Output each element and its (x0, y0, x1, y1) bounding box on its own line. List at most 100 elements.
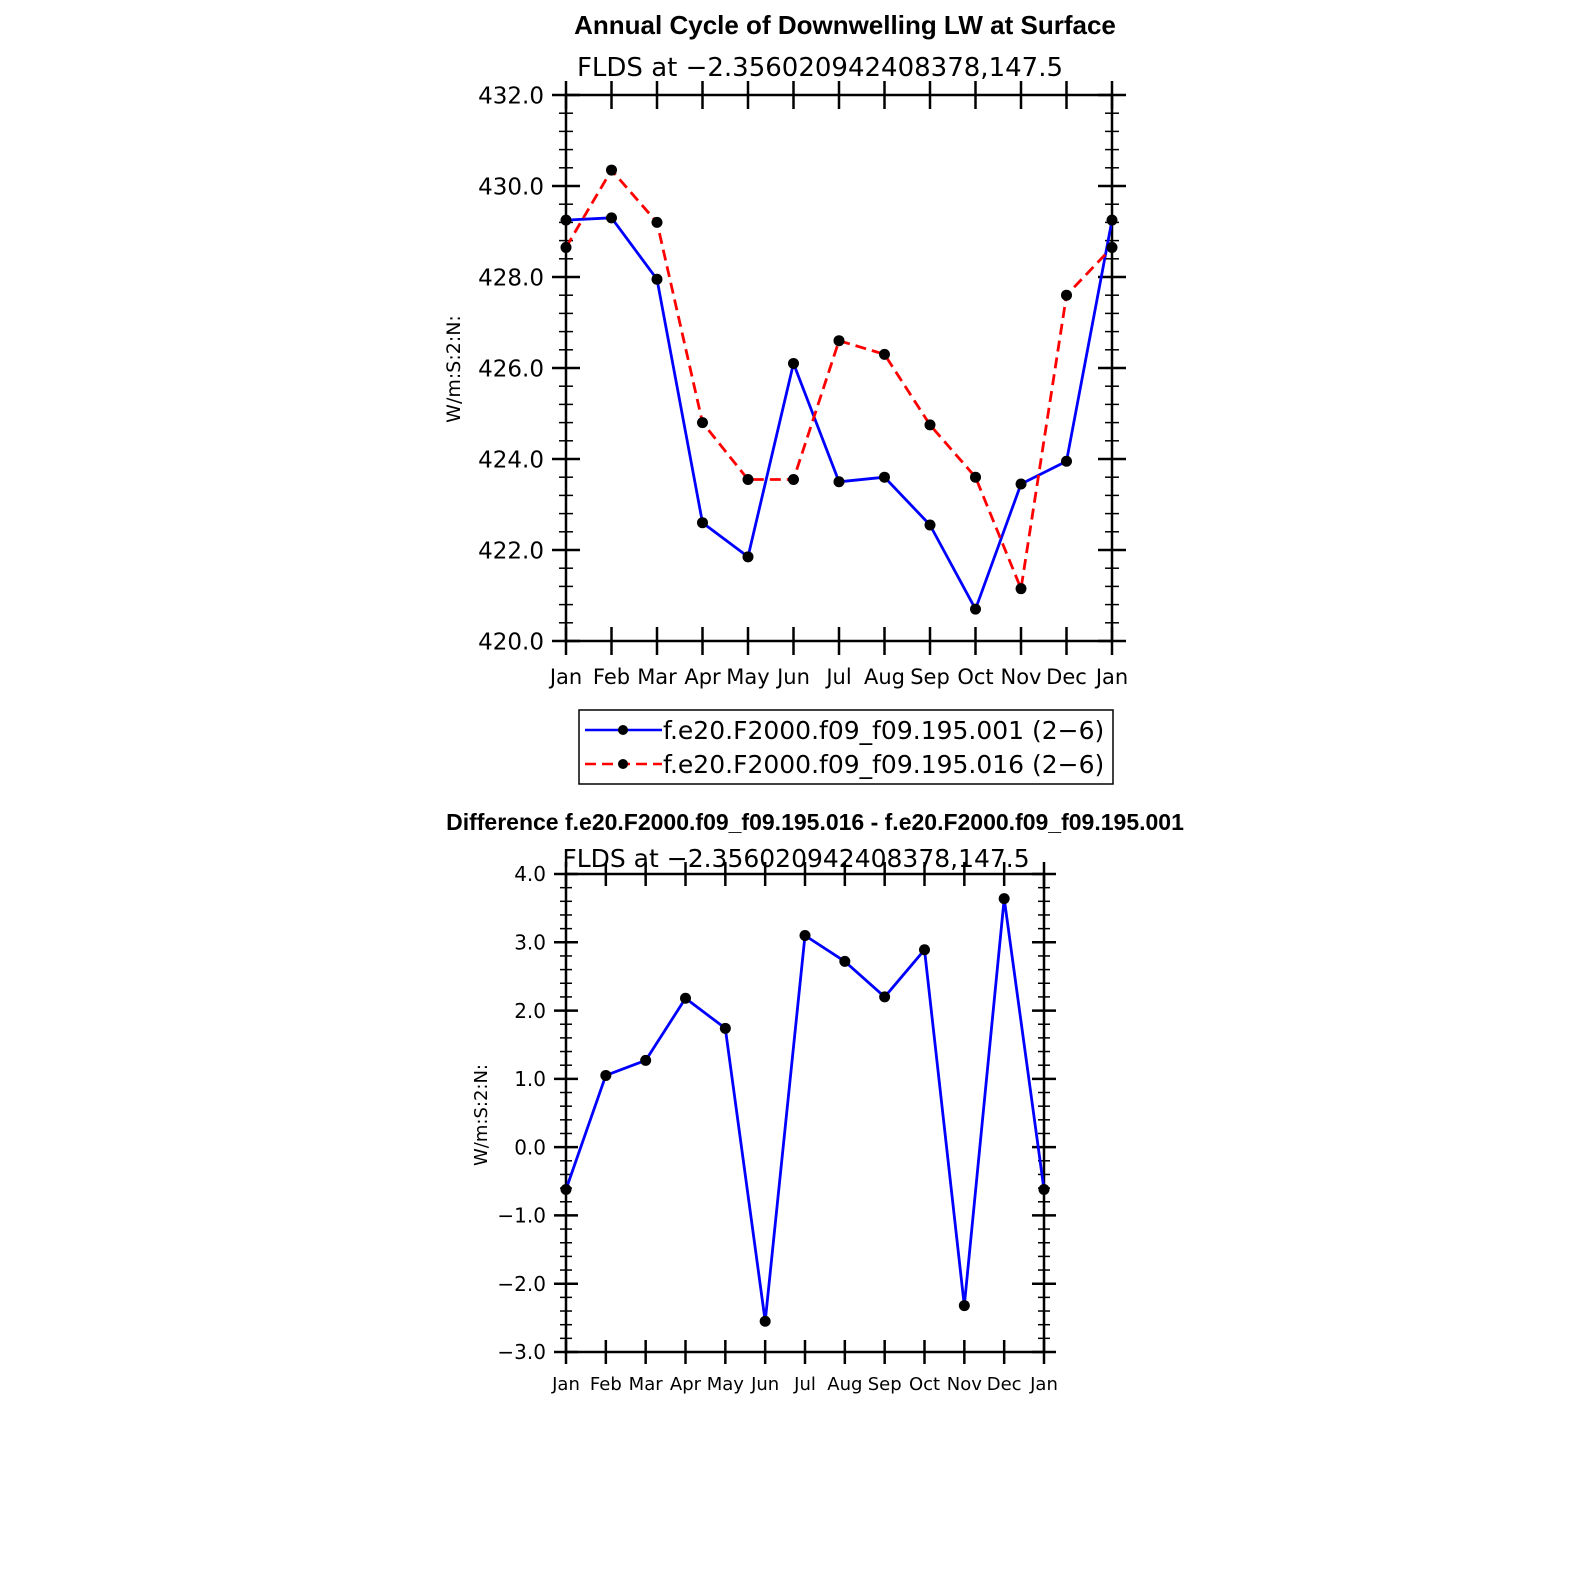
data-point-0 (1038, 1183, 1050, 1195)
y-axis-label: W/m:S:2:N: (471, 1064, 492, 1166)
data-point-0 (651, 273, 663, 285)
data-point-0 (560, 1183, 572, 1195)
x-tick-label: Mar (629, 1374, 664, 1395)
data-point-0 (697, 517, 708, 529)
data-point-0 (1106, 214, 1118, 226)
x-tick-label: Nov (947, 1374, 982, 1395)
data-point-1 (560, 241, 572, 253)
y-tick-label: 430.0 (478, 174, 544, 200)
x-tick-label: Sep (868, 1374, 902, 1395)
y-tick-label: 2.0 (514, 999, 546, 1023)
x-tick-label: Sep (910, 665, 950, 689)
data-point-0 (788, 357, 799, 369)
data-point-1 (970, 471, 981, 483)
series-line-1 (564, 168, 1114, 591)
y-tick-label: −1.0 (497, 1204, 546, 1228)
data-point-0 (924, 519, 936, 531)
data-point-0 (919, 944, 930, 956)
x-tick-label: Aug (864, 665, 905, 689)
x-tick-label: Apr (684, 665, 721, 689)
data-point-0 (799, 929, 811, 941)
annual-cycle-chart: Annual Cycle of Downwelling LW at Surfac… (443, 10, 1128, 785)
x-tick-label: Jun (775, 665, 810, 689)
data-point-0 (560, 214, 572, 226)
data-point-1 (606, 164, 617, 176)
difference-chart: Difference f.e20.F2000.f09_f09.195.016 -… (446, 809, 1184, 1395)
legend-marker-016 (618, 759, 628, 769)
data-point-0 (970, 603, 981, 615)
data-point-0 (680, 992, 691, 1004)
data-point-1 (924, 419, 936, 431)
data-point-0 (600, 1069, 612, 1081)
data-point-1 (833, 335, 845, 347)
x-tick-label: Dec (987, 1374, 1022, 1395)
x-tick-label: Apr (670, 1374, 702, 1395)
x-tick-label: Jun (750, 1374, 779, 1395)
y-axis-label: W/m:S:2:N: (443, 315, 465, 423)
data-point-1 (1061, 289, 1072, 301)
y-tick-label: 3.0 (514, 930, 546, 954)
y-tick-label: 4.0 (514, 862, 546, 886)
plot-frame (564, 93, 1114, 643)
data-point-0 (606, 212, 617, 224)
legend-box (578, 709, 1114, 785)
data-point-1 (742, 473, 754, 485)
x-tick-label: Jul (793, 1374, 816, 1395)
data-point-0 (640, 1054, 652, 1066)
y-tick-label: 420.0 (478, 629, 544, 655)
data-point-0 (742, 551, 754, 563)
y-tick-label: 426.0 (478, 356, 544, 382)
data-point-1 (879, 348, 890, 360)
data-point-0 (958, 1300, 970, 1312)
x-tick-label: Jan (1094, 665, 1128, 689)
y-tick-label: 422.0 (478, 538, 544, 564)
x-tick-label: Feb (590, 1374, 622, 1395)
y-tick-label: −3.0 (497, 1340, 546, 1364)
x-tick-label: Jul (824, 665, 851, 689)
y-tick-label: −2.0 (497, 1272, 546, 1296)
x-tick-label: Mar (637, 665, 677, 689)
data-point-0 (1061, 455, 1072, 467)
data-point-1 (651, 216, 663, 228)
data-point-0 (833, 476, 845, 488)
chart-subtitle: FLDS at −2.356020942408378,147.5 (562, 844, 1029, 873)
y-tick-label: 0.0 (514, 1135, 546, 1159)
x-tick-label: Jan (1029, 1374, 1058, 1395)
x-tick-label: Dec (1046, 665, 1087, 689)
legend-entry-016: f.e20.F2000.f09_f09.195.016 (2−6) (585, 750, 1104, 779)
x-tick-label: Nov (1001, 665, 1042, 689)
x-tick-label: Feb (593, 665, 630, 689)
y-tick-label: 424.0 (478, 447, 544, 473)
y-tick-label: 432.0 (478, 83, 544, 109)
chart-title: Annual Cycle of Downwelling LW at Surfac… (574, 10, 1116, 40)
data-point-1 (788, 473, 799, 485)
x-tick-label: Aug (827, 1374, 862, 1395)
data-point-0 (1015, 478, 1027, 490)
data-point-1 (697, 417, 708, 429)
chart-title: Difference f.e20.F2000.f09_f09.195.016 -… (446, 809, 1184, 835)
x-tick-label: May (707, 1374, 745, 1395)
legend-entry-001: f.e20.F2000.f09_f09.195.001 (2−6) (585, 716, 1104, 745)
y-tick-label: 1.0 (514, 1067, 546, 1091)
data-point-0 (998, 893, 1010, 905)
legend-label-001: f.e20.F2000.f09_f09.195.001 (2−6) (663, 716, 1104, 745)
chart-subtitle: FLDS at −2.356020942408378,147.5 (577, 53, 1063, 83)
data-point-0 (759, 1315, 771, 1327)
x-tick-label: Jan (551, 1374, 580, 1395)
data-point-1 (1015, 583, 1027, 595)
x-tick-label: May (726, 665, 769, 689)
data-point-0 (879, 471, 890, 483)
x-tick-label: Jan (548, 665, 582, 689)
series-line-0 (565, 216, 1114, 611)
data-point-1 (1106, 241, 1118, 253)
y-tick-label: 428.0 (478, 265, 544, 291)
data-point-0 (839, 955, 851, 967)
x-tick-label: Oct (957, 665, 993, 689)
x-tick-label: Oct (909, 1374, 940, 1395)
legend-marker-001 (618, 725, 628, 735)
data-point-0 (879, 991, 891, 1003)
data-point-0 (719, 1022, 731, 1034)
series-line-0 (564, 897, 1046, 1323)
legend-label-016: f.e20.F2000.f09_f09.195.016 (2−6) (663, 750, 1104, 779)
